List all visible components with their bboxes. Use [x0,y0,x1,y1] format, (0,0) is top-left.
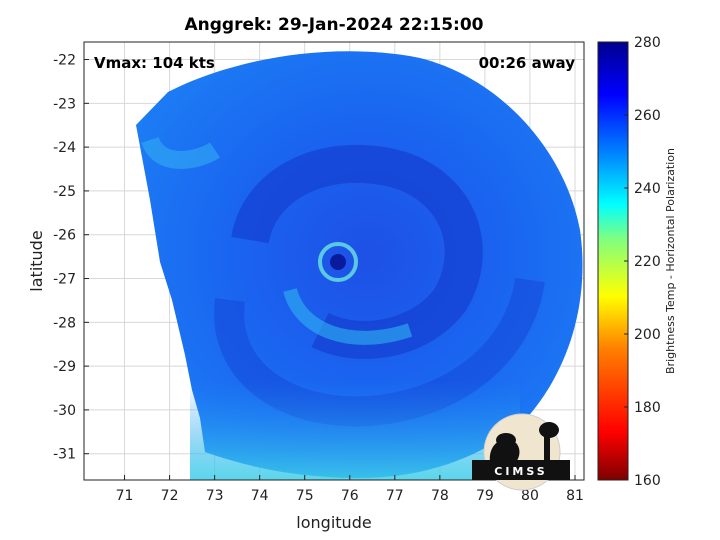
x-tick-label: 75 [296,488,314,504]
chart-title: Anggrek: 29-Jan-2024 22:15:00 [184,15,483,35]
x-tick-label: 79 [476,488,494,504]
x-axis-ticks: 71 72 73 74 75 76 77 78 79 80 81 [116,475,584,504]
colorbar [597,41,629,481]
rainband-light [283,287,413,345]
y-axis-ticks: -22 -23 -24 -25 -26 -27 -28 -29 -30 -31 [53,53,89,463]
storm-eye [330,254,346,270]
x-tick-label: 74 [251,488,269,504]
x-tick-label: 78 [431,488,449,504]
x-tick-label: 77 [386,488,404,504]
microwave-swath [136,51,583,480]
colorbar-tick-label: 200 [634,327,661,343]
y-tick-label: -25 [53,184,76,200]
colorbar-tick-label: 220 [634,254,661,270]
y-axis-label: latitude [27,230,46,291]
x-tick-label: 71 [116,488,134,504]
colorbar-tick-label: 180 [634,400,661,416]
swath-shape [136,51,583,479]
colorbar-tick-label: 260 [634,108,661,124]
eyewall-ring [318,242,358,282]
y-tick-label: -31 [53,447,76,463]
y-tick-label: -27 [53,272,76,288]
south-light-band [190,380,520,480]
plot-frame [83,41,585,481]
x-tick-label: 72 [161,488,179,504]
colorbar-tick-label: 240 [634,181,661,197]
vmax-annotation: Vmax: 104 kts [94,54,215,72]
x-tick-label: 76 [341,488,359,504]
x-tick-label: 73 [206,488,224,504]
colorbar-label: Brightness Temp - Horizontal Polarizatio… [664,148,677,374]
y-tick-label: -24 [53,140,76,156]
west-light-band [141,136,220,169]
y-tick-label: -30 [53,403,76,419]
y-tick-label: -26 [53,228,76,244]
y-tick-label: -22 [53,53,76,69]
y-tick-label: -28 [53,315,76,331]
x-tick-label: 81 [566,488,584,504]
time-away-annotation: 00:26 away [479,54,576,72]
x-tick-label: 80 [521,488,539,504]
colorbar-ticks: 160 180 200 220 240 260 280 [624,35,661,489]
x-axis-label: longitude [296,513,371,532]
y-tick-label: -29 [53,359,76,375]
colorbar-tick-label: 280 [634,35,661,51]
colorbar-tick-label: 160 [634,473,661,489]
y-tick-label: -23 [53,96,76,112]
cimss-logo: CIMSS [472,413,570,491]
svg-text:CIMSS: CIMSS [494,465,547,478]
